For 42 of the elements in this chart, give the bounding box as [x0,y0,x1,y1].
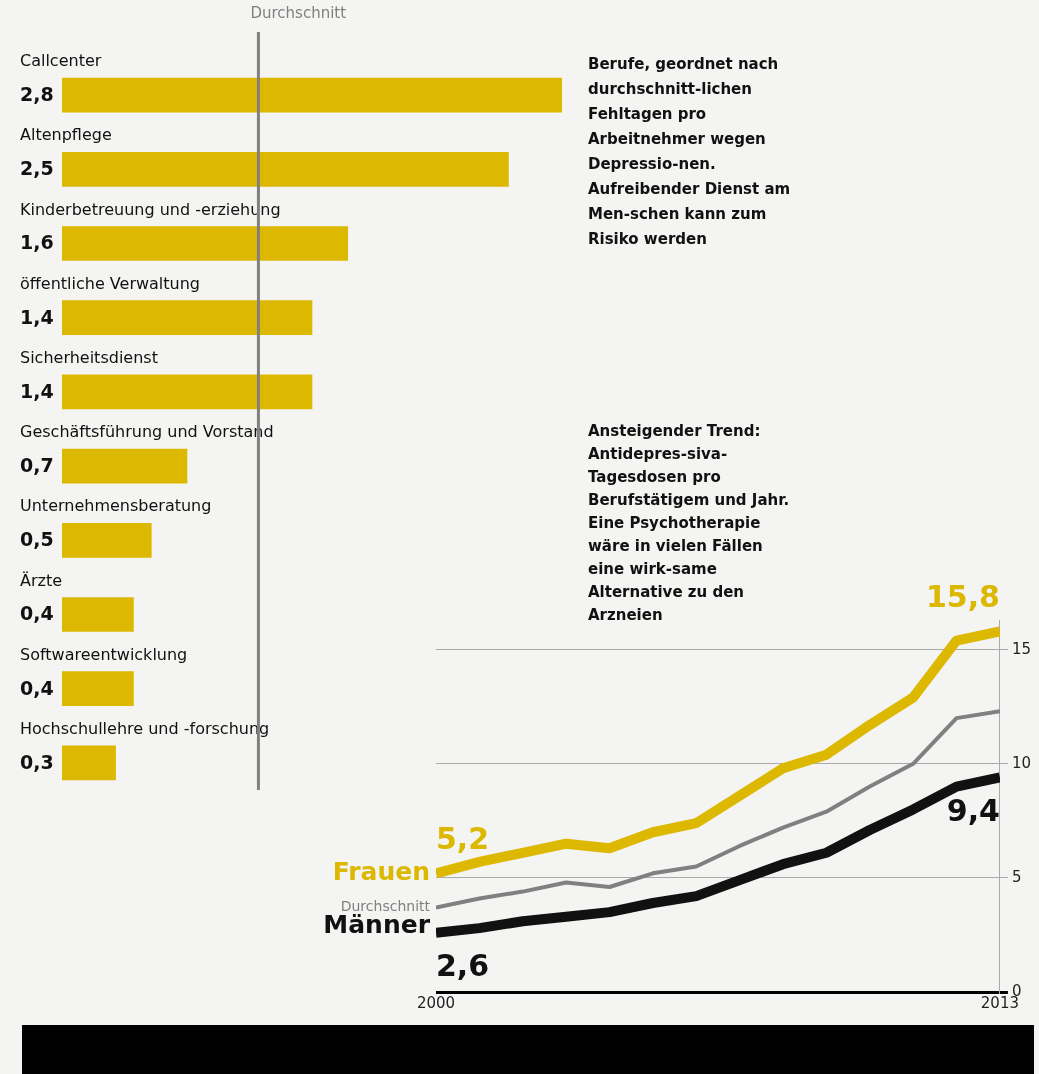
category-label: Ärzte [20,570,63,590]
data-label: 5,2 [436,821,490,857]
data-label: 0,7 [20,454,54,477]
data-label: 1,4 [20,305,54,328]
ref-line-label: Durchschnitt [250,3,347,22]
bar [62,77,562,113]
bar [62,151,509,187]
text: Berufe, geordnet nach durchschnitt-lichen Fehltagen pro Arbeitnehmer wegen Depressio-nen. Aufreibender Dienst am Men-schen kann zum Risiko werden [588,54,792,250]
data-label: 0,3 [20,750,54,773]
data-label: 1,4 [20,379,54,402]
data-label: 2,8 [20,83,54,106]
bar [62,448,188,484]
category-label: öffentliche Verwaltung [20,273,200,293]
category-label: Geschäftsführung und Vorstand [20,422,274,442]
data-label: 0,4 [20,676,54,699]
data-label: 2,6 [436,948,490,984]
bar [62,671,134,707]
bar [62,226,349,261]
data-label: 0,5 [20,528,54,551]
x-tick-label: 2000 [416,993,456,1012]
y-tick-label: 15 [1011,639,1032,658]
data-label: 15,8 [925,579,1000,615]
bar [62,597,134,632]
data-label: 9,4 [946,793,1000,829]
category-label: Unternehmensberatung [20,496,212,516]
category-label: Callcenter [20,51,102,71]
y-tick-label: 10 [1011,753,1032,772]
bar [62,300,313,336]
text: Ansteigender Trend: Antidepres-siva-Tagesdosen pro Berufstätigem und Jahr. Eine Psychotherapie wäre in vielen Fällen eine wirk-same Alternative zu den Arzneien [588,422,790,624]
category-label: Hochschullehre und -forschung [20,719,270,739]
series-label: Frauen [332,856,430,886]
data-label: 2,5 [20,157,54,180]
bar [62,745,116,781]
category-label: Altenpflege [20,125,112,145]
bar [62,522,152,558]
category-label: Kinderbetreuung und -erziehung [20,199,281,219]
category-label: Softwareentwicklung [20,644,188,664]
y-tick-label: 5 [1011,867,1022,886]
bar [62,374,313,410]
data-label: 1,6 [20,231,54,254]
data-label: 0,4 [20,602,54,625]
category-label: Sicherheitsdienst [20,348,158,368]
